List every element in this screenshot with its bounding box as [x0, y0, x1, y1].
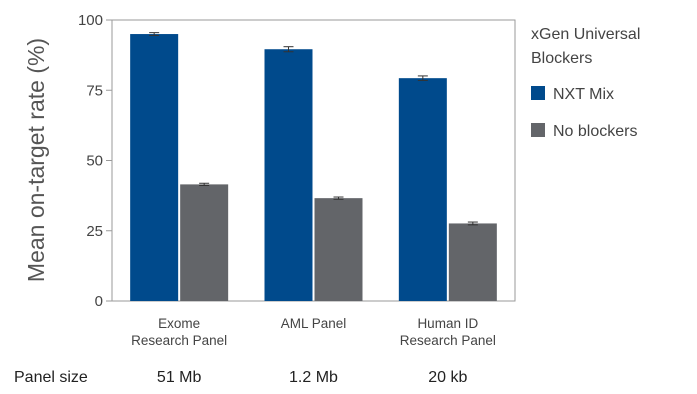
y-axis: 0 25 50 75 100	[78, 12, 112, 310]
bar-nxt-mix	[398, 78, 447, 302]
bar-no-blockers	[180, 184, 229, 301]
legend-label: NXT Mix	[553, 86, 614, 103]
panel-size-value: 51 Mb	[157, 369, 202, 386]
x-tick-label: Exome	[158, 316, 200, 331]
x-tick-label: Research Panel	[400, 333, 496, 348]
bar-no-blockers	[448, 223, 497, 301]
y-tick-label: 0	[95, 293, 103, 310]
panel-size-value: 1.2 Mb	[289, 369, 338, 386]
legend: xGen Universal Blockers NXT Mix No blockers	[531, 26, 640, 140]
bar-nxt-mix	[264, 49, 313, 301]
y-tick-label: 25	[86, 223, 103, 240]
bar-no-blockers	[314, 198, 363, 301]
x-tick-label: Human ID	[417, 316, 478, 331]
panel-size-row: Panel size 51 Mb 1.2 Mb 20 kb	[14, 369, 468, 386]
panel-size-label: Panel size	[14, 369, 88, 386]
x-tick-label: Research Panel	[131, 333, 227, 348]
y-axis-label: Mean on-target rate (%)	[23, 38, 49, 282]
bars	[130, 32, 497, 302]
panel-size-value: 20 kb	[428, 369, 467, 386]
legend-swatch	[531, 123, 545, 137]
legend-title: Blockers	[531, 50, 592, 67]
legend-label: No blockers	[553, 123, 637, 140]
y-tick-label: 100	[78, 12, 103, 29]
y-tick-label: 50	[86, 153, 103, 170]
x-axis-labels: Exome Research Panel AML Panel Human ID Rese…	[131, 316, 496, 348]
y-tick-label: 75	[86, 82, 103, 99]
legend-swatch	[531, 86, 545, 100]
legend-title: xGen Universal	[531, 26, 640, 43]
bar-nxt-mix	[130, 34, 179, 302]
x-tick-label: AML Panel	[281, 316, 347, 331]
